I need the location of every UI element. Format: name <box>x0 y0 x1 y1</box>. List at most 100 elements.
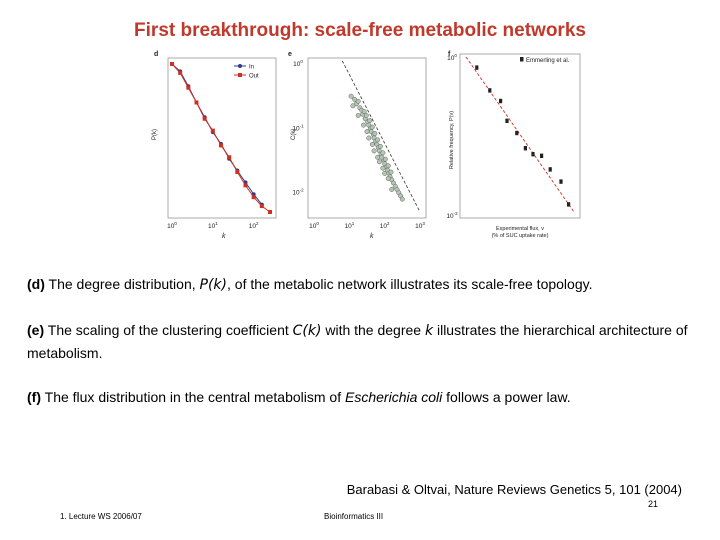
panel-d-xlabel: k <box>222 233 226 240</box>
panel-f-point <box>505 118 509 123</box>
panel-e-point <box>371 148 377 154</box>
panel-e-point <box>389 187 395 192</box>
panel-e-point <box>375 137 381 143</box>
panel-e-point <box>366 135 372 141</box>
panel-f-point <box>499 98 503 104</box>
panel-e-point <box>364 129 370 135</box>
panel-e-point <box>385 176 391 181</box>
caption-e-post: illustrates the hierarchical architectur… <box>27 322 688 361</box>
panel-f-point <box>548 167 552 172</box>
panel-f-point <box>567 202 571 207</box>
panel-e-ytick: 10-2 <box>292 188 304 197</box>
panel-e-xlabel: k <box>370 233 374 240</box>
panel-e-point <box>361 109 367 115</box>
panel-e-point <box>377 143 383 149</box>
panel-e-point <box>355 98 361 104</box>
caption-d-post: , of the metabolic network illustrates i… <box>227 276 593 292</box>
panel-f-point <box>523 146 527 151</box>
caption-f-label: (f) <box>27 389 41 405</box>
caption-e-label: (e) <box>27 322 45 338</box>
caption-e-math1: C(k) <box>292 323 322 339</box>
panel-e-xtick: 103 <box>415 221 425 230</box>
panel-d-point-out <box>268 210 272 214</box>
panel-e-letter: e <box>288 51 292 58</box>
panel-d-point-out <box>243 183 248 188</box>
panel-d-xtick: 102 <box>249 221 259 230</box>
caption-f-pre: The flux distribution in the central met… <box>41 389 346 405</box>
panel-e-point <box>372 131 378 136</box>
panel-e-point <box>385 163 391 169</box>
panel-d-point-out <box>186 85 191 90</box>
panel-d-point-out <box>259 204 264 209</box>
panel-f-legend-label: Emmerling et al. <box>526 58 570 64</box>
figure-svg: d P(k) k 100 101 102 In Out e C(k) k 100 101 102 103 10… <box>152 51 581 240</box>
panel-e-point <box>348 93 354 99</box>
panel-f-letter: f <box>448 51 451 58</box>
panel-e-point <box>388 169 394 175</box>
panel-e-point <box>361 122 366 128</box>
caption-d-math: P(k) <box>199 277 227 293</box>
panel-d-point-out <box>178 70 183 75</box>
caption-e: (e) The scaling of the clustering coeffi… <box>27 319 692 364</box>
panel-d-point-out <box>170 62 174 66</box>
legend-out-label: Out <box>249 74 259 80</box>
panel-e-point <box>369 141 375 147</box>
caption-e-pre: The scaling of the clustering coefficien… <box>44 322 293 338</box>
legend-out-marker <box>238 73 242 77</box>
panel-d-letter: d <box>154 51 158 58</box>
panel-e-xtick: 101 <box>344 221 354 230</box>
footer-left: 1. Lecture WS 2006/07 <box>60 512 142 521</box>
panel-f-fit-line <box>465 56 575 213</box>
panel-d-ylabel: P(k) <box>152 129 158 140</box>
panel-f-frame <box>459 53 581 219</box>
caption-e-math2: k <box>424 323 434 339</box>
panel-e-point <box>355 113 361 118</box>
panel-d-point-out <box>251 195 256 200</box>
caption-d-pre: The degree distribution, <box>44 276 200 292</box>
panel-d-line-in <box>171 63 263 205</box>
panel-e-point <box>376 159 382 165</box>
panel-d-point-out <box>227 155 232 160</box>
panel-d-point-out <box>194 100 199 105</box>
caption-f-italic: Escherichia coli <box>345 389 443 405</box>
panel-d-xtick: 100 <box>167 221 177 230</box>
panel-f-point <box>559 179 563 184</box>
panel-e-xtick: 102 <box>380 221 390 230</box>
caption-e-mid: with the degree <box>321 322 425 338</box>
caption-f: (f) The flux distribution in the central… <box>27 386 692 408</box>
panel-f-legend-marker <box>520 57 524 62</box>
panel-e-point <box>380 150 386 156</box>
legend-in-label: In <box>249 65 254 71</box>
panel-d-point-out <box>202 116 207 121</box>
panel-f-xlabel-line1: Experimental flux, v <box>496 226 544 232</box>
panel-e-point <box>369 124 375 130</box>
panel-e-ylabel: C(k) <box>291 129 297 140</box>
panel-e-point <box>367 118 373 124</box>
panel-d-point-out <box>219 143 223 148</box>
panel-e-point <box>363 113 369 118</box>
caption-d: (d) The degree distribution, P(k), of th… <box>27 273 692 296</box>
panel-e-reference-line <box>341 60 421 213</box>
panel-f-ylabel: Relative frequency, P(v) <box>449 111 455 169</box>
panel-e-frame <box>307 57 427 219</box>
panel-e-ytick: 100 <box>293 59 303 68</box>
figure-panels: d P(k) k 100 101 102 In Out e C(k) k 100 101 102 103 10… <box>148 46 588 254</box>
caption-d-label: (d) <box>27 276 45 292</box>
panel-f-point <box>488 88 492 93</box>
panel-f-point <box>540 153 544 158</box>
panel-d-point-out <box>235 170 240 175</box>
panel-e-xtick: 100 <box>309 221 319 230</box>
panel-e-point <box>375 154 381 160</box>
panel-d-frame <box>167 57 277 219</box>
panel-d-point-out <box>210 128 215 133</box>
panel-e-ytick: 10-1 <box>292 123 304 132</box>
panel-d-xtick: 101 <box>208 221 218 230</box>
caption-f-post: follows a power law. <box>442 389 571 405</box>
panel-f-point <box>475 65 479 70</box>
footer-center: Bioinformatics III <box>324 512 384 521</box>
panel-f-point <box>515 130 519 136</box>
panel-f-point <box>531 152 535 157</box>
panel-f-xlabel-line2: (% of SUC uptake rate) <box>492 233 549 239</box>
page-number: 21 <box>647 499 658 509</box>
panel-e-point <box>380 165 386 171</box>
